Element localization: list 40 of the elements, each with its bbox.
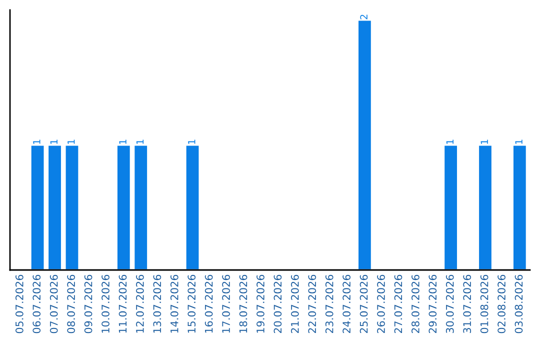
data-label: 2 (360, 14, 368, 20)
x-tick-label: 20.07.2026 (274, 274, 282, 334)
x-tick-label: 23.07.2026 (325, 274, 334, 334)
x-tick-label: 30.07.2026 (446, 274, 454, 334)
x-tick-label: 26.07.2026 (377, 274, 385, 334)
data-label: 1 (188, 140, 196, 144)
x-tick-label: 11.07.2026 (118, 274, 127, 333)
data-label: 1 (136, 140, 144, 144)
x-tick-label: 31.07.2026 (463, 274, 472, 334)
x-tick-label: 27.07.2026 (394, 274, 402, 334)
x-tick-label: 03.08.2026 (514, 274, 523, 334)
data-label: 1 (515, 140, 522, 144)
x-tick-label: 18.07.2026 (239, 274, 248, 333)
x-tick-label: 08.07.2026 (67, 274, 76, 334)
x-tick-label: 06.07.2026 (32, 274, 41, 334)
x-tick-label: 13.07.2026 (153, 274, 162, 333)
x-tick-label: 07.07.2026 (50, 274, 58, 334)
x-tick-label: 28.07.2026 (412, 274, 420, 334)
data-label: 1 (119, 140, 126, 144)
x-tick-label: 10.07.2026 (102, 274, 110, 333)
x-tick-label: 21.07.2026 (290, 274, 299, 334)
x-tick-label: 19.07.2026 (256, 274, 264, 333)
x-tick-label: 09.07.2026 (84, 274, 92, 334)
x-tick-label: 24.07.2026 (342, 274, 351, 334)
x-tick-label: 01.08.2026 (480, 274, 488, 334)
x-tick-label: 15.07.2026 (188, 274, 196, 333)
x-tick-label: 05.07.2026 (15, 274, 24, 334)
data-label: 1 (33, 140, 40, 144)
x-tick-label: 25.07.2026 (360, 274, 368, 334)
x-tick-label: 12.07.2026 (136, 274, 144, 333)
x-tick-label: 17.07.2026 (222, 274, 230, 333)
x-tick-label: 16.07.2026 (204, 274, 213, 333)
data-label: 1 (50, 140, 58, 144)
data-label: 1 (68, 140, 75, 144)
x-tick-label: 29.07.2026 (428, 274, 437, 334)
x-tick-label: 02.08.2026 (498, 274, 506, 334)
x-tick-label: 14.07.2026 (170, 274, 178, 333)
x-tick-label: 22.07.2026 (308, 274, 316, 334)
data-label: 1 (480, 140, 488, 144)
data-label: 1 (446, 140, 454, 144)
